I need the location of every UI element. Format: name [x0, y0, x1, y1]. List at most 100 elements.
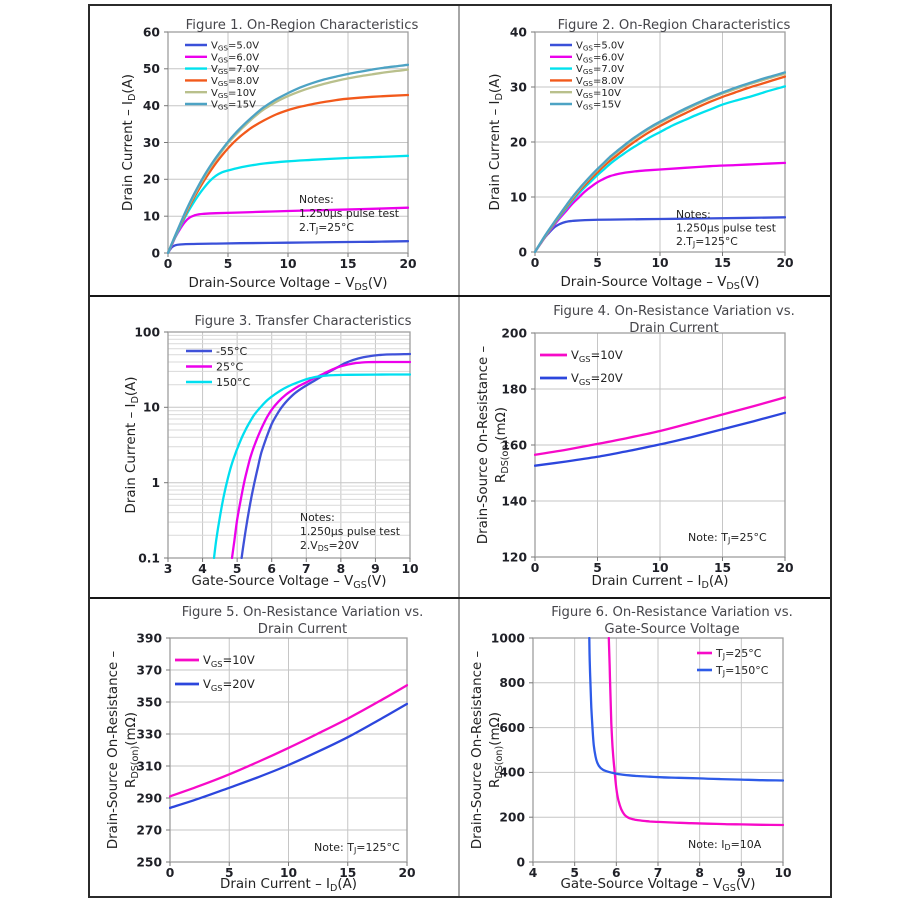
y-axis-label: RDS(on)(mΩ): [488, 712, 505, 788]
legend-label: VGS=10V: [211, 88, 256, 100]
note-line: 2.VDS=20V: [300, 539, 359, 553]
grid: [535, 32, 785, 252]
y-tick-label: 40: [143, 99, 160, 113]
tick-labels: 3 4 5 6 7 8 9 10 0.1 1 10 100: [134, 325, 418, 576]
figure-title: Figure 3. Transfer Characteristics: [194, 314, 411, 329]
legend-label: VGS=10V: [571, 348, 623, 364]
y-tick-label: 30: [143, 136, 160, 150]
x-tick-label: 20: [399, 257, 416, 271]
x-tick-label: 6: [612, 866, 621, 880]
x-tick-label: 5: [593, 561, 602, 575]
legend-label: VGS=20V: [571, 371, 623, 387]
legend: VGS=10V VGS=20V: [175, 653, 255, 693]
tick-labels: 0 5 10 15 20 120 140 160 180 200: [501, 326, 793, 575]
note-line: Notes:: [299, 193, 334, 206]
tick-marks: [529, 637, 784, 866]
row-divider-2: [90, 597, 830, 599]
tick-labels: 4 5 6 7 8 9 10 0 200 400 600 800 1000: [491, 631, 792, 880]
y-tick-label: 0: [518, 245, 527, 259]
x-tick-label: 8: [337, 562, 346, 576]
figures-grid: 0 5 10 15 20 0 10 20 30 40 50 60 VGS=5.0V VGS=6.0V VGS…: [88, 4, 832, 898]
y-tick-label: 330: [136, 727, 162, 741]
x-tick-label: 7: [302, 562, 311, 576]
plot-frame: [167, 331, 411, 559]
figure-title: Figure 4. On-Resistance Variation vs.: [553, 304, 795, 319]
row-divider-1: [90, 295, 830, 297]
y-tick-label: 800: [499, 676, 525, 690]
x-tick-label: 10: [280, 866, 297, 880]
y-axis-label: Drain Current – ID(A): [488, 74, 505, 211]
y-tick-label: 160: [501, 438, 527, 452]
legend-label: 25°C: [216, 360, 243, 373]
y-tick-label: 0: [151, 246, 160, 260]
y-axis-label: Drain Current – ID(A): [121, 74, 138, 211]
legend: VGS=5.0VVGS=6.0VVGS=7.0VVGS=8.0VVGS=10VV…: [550, 41, 624, 112]
legend: -55°C 25°C 150°C: [186, 345, 250, 389]
x-tick-label: 5: [593, 256, 602, 270]
figure-6-chart: 4 5 6 7 8 9 10 0 200 400 600 800 1000 TJ=25°C TJ=150°C…: [470, 605, 793, 894]
tick-marks: [164, 331, 411, 562]
legend-label: VGS=5.0V: [576, 41, 624, 53]
y-tick-label: 310: [136, 759, 162, 773]
x-tick-label: 15: [339, 866, 356, 880]
notes: Note: ID=10A: [688, 838, 762, 852]
figure-4-panel: 0 5 10 15 20 120 140 160 180 200 VGS=10V VGS=20V Not…: [460, 297, 830, 597]
y-tick-label: 100: [134, 325, 160, 339]
figure-2-chart: 0 5 10 15 20 0 10 20 30 40 VGS=5.0VVGS=6.0VVGS=7.0…: [488, 18, 794, 292]
y-axis-label: Drain-Source On-Resistance –: [470, 651, 485, 850]
y-axis-label: Drain Current – ID(A): [124, 377, 141, 514]
x-tick-label: 10: [279, 257, 296, 271]
figure-title: Gate-Source Voltage: [604, 622, 739, 637]
x-tick-label: 10: [651, 561, 668, 575]
x-tick-label: 10: [401, 562, 418, 576]
y-tick-label: 200: [501, 326, 527, 340]
note-line: Note: TJ=125°C: [314, 841, 400, 855]
curves: [167, 63, 409, 254]
figure-title: Drain Current: [629, 321, 718, 336]
legend: VGS=10V VGS=20V: [540, 348, 623, 387]
legend-label: VGS=15V: [576, 100, 621, 112]
curve-TJ150C: [588, 637, 784, 782]
note-line: Notes:: [300, 511, 335, 524]
grid-minor: [168, 334, 410, 536]
y-axis-label: RDS(on)(mΩ): [494, 407, 511, 483]
y-tick-label: 370: [136, 663, 162, 677]
note-line: 1.250µs pulse test: [299, 207, 399, 220]
y-tick-label: 200: [499, 811, 525, 825]
x-tick-label: 0: [531, 256, 540, 270]
legend-label: VGS=7.0V: [211, 64, 259, 76]
y-tick-label: 1: [151, 476, 160, 490]
grid: [170, 638, 407, 862]
legend-label: VGS=10V: [203, 653, 255, 669]
legend-label: TJ=150°C: [715, 664, 769, 678]
y-tick-label: 50: [143, 62, 160, 76]
x-tick-label: 4: [529, 866, 538, 880]
x-axis-label: Gate-Source Voltage – VGS(V): [561, 877, 756, 894]
column-divider: [458, 6, 460, 896]
note-line: Note: TJ=25°C: [688, 531, 767, 545]
legend-label: VGS=6.0V: [211, 52, 259, 64]
curve-TJ25C: [607, 637, 784, 827]
tick-labels: 0 5 10 15 20 0 10 20 30 40: [510, 25, 794, 270]
y-tick-label: 270: [136, 823, 162, 837]
figure-1-panel: 0 5 10 15 20 0 10 20 30 40 50 60 VGS=5.0V VGS=6.0V VGS…: [90, 6, 458, 295]
figure-3-chart: 3 4 5 6 7 8 9 10 0.1 1 10 100 -55°C 25°C 150°C Notes:1.…: [124, 314, 419, 591]
x-tick-label: 10: [651, 256, 668, 270]
x-tick-label: 20: [398, 866, 415, 880]
x-axis-label: Drain Current – ID(A): [220, 877, 357, 894]
x-tick-label: 0: [166, 866, 175, 880]
legend: VGS=5.0VVGS=6.0VVGS=7.0VVGS=8.0VVGS=10VV…: [185, 41, 259, 112]
x-tick-label: 5: [225, 866, 234, 880]
y-tick-label: 350: [136, 695, 162, 709]
y-tick-label: 120: [501, 550, 527, 564]
figure-4-chart: 0 5 10 15 20 120 140 160 180 200 VGS=10V VGS=20V Not…: [476, 304, 795, 591]
y-tick-label: 60: [143, 25, 160, 39]
figure-5-panel: 0 5 10 15 20 250 270 290 310 330 350 370 390 VGS=10V V…: [90, 599, 458, 896]
note-line: 1.250µs pulse test: [300, 525, 400, 538]
curves: [534, 396, 786, 467]
x-tick-label: 9: [371, 562, 380, 576]
curve-VGS20V: [534, 411, 786, 467]
